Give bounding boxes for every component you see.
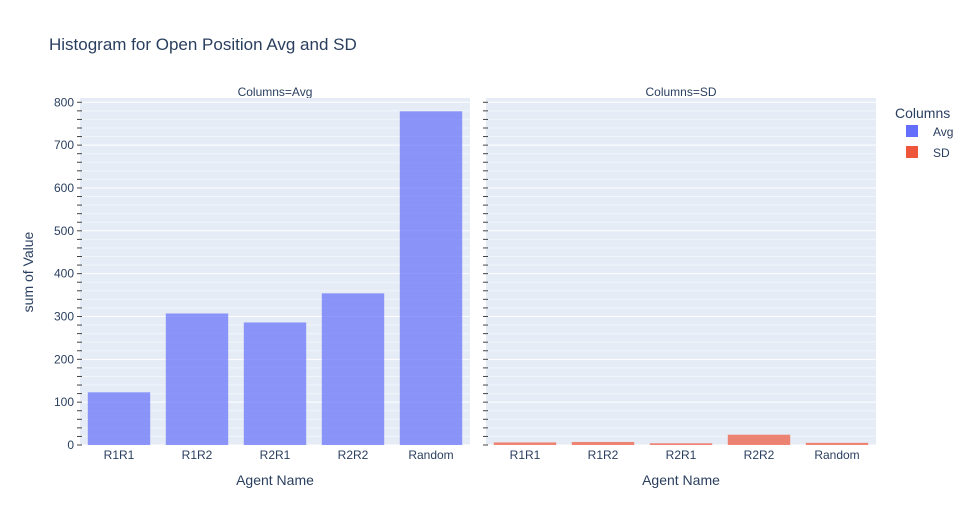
legend-item-avg[interactable]: Avg bbox=[906, 125, 953, 139]
y-tick-label: 700 bbox=[54, 138, 74, 152]
bar-sd-random[interactable] bbox=[805, 442, 869, 445]
y-tick-label: 100 bbox=[54, 395, 74, 409]
x-tick-label: R2R2 bbox=[338, 448, 369, 462]
bar-sd-r2r2[interactable] bbox=[727, 434, 791, 445]
facet-label-avg: Columns=Avg bbox=[238, 85, 313, 99]
x-axis-label-right: Agent Name bbox=[642, 472, 720, 488]
bar-avg-r1r1[interactable] bbox=[87, 392, 151, 445]
x-tick-label: R2R2 bbox=[744, 448, 775, 462]
legend-item-sd[interactable]: SD bbox=[906, 146, 950, 160]
x-tick-label: R2R1 bbox=[260, 448, 291, 462]
legend-label-sd: SD bbox=[933, 146, 950, 160]
chart-title: Histogram for Open Position Avg and SD bbox=[49, 35, 357, 54]
x-tick-label: R1R2 bbox=[588, 448, 619, 462]
bar-avg-r1r2[interactable] bbox=[165, 313, 229, 445]
bar-sd-r1r2[interactable] bbox=[571, 442, 635, 445]
legend-swatch-sd bbox=[906, 146, 918, 158]
y-tick-label: 600 bbox=[54, 181, 74, 195]
bar-avg-r2r1[interactable] bbox=[243, 322, 307, 445]
y-tick-label: 300 bbox=[54, 309, 74, 323]
plot-panel-avg: 0 100 200 300 400 500 600 700 800 R1R1 R1R2 R2R1 R2R… bbox=[54, 95, 470, 462]
y-tick-label: 400 bbox=[54, 267, 74, 281]
plot-panel-sd: R1R1 R1R2 R2R1 R2R2 Random bbox=[483, 98, 876, 462]
bar-sd-r1r1[interactable] bbox=[493, 442, 557, 445]
y-axis-label: sum of Value bbox=[20, 231, 36, 312]
y-tick-label: 800 bbox=[54, 95, 74, 109]
legend-swatch-avg bbox=[906, 125, 918, 137]
x-axis-label-left: Agent Name bbox=[236, 472, 314, 488]
x-tick-label: R1R1 bbox=[510, 448, 541, 462]
plot-background bbox=[486, 98, 876, 445]
x-tick-label: R1R1 bbox=[104, 448, 135, 462]
legend-label-avg: Avg bbox=[933, 125, 953, 139]
x-tick-label: Random bbox=[408, 448, 453, 462]
legend-title: Columns bbox=[895, 105, 950, 121]
y-tick-label: 500 bbox=[54, 224, 74, 238]
bar-sd-r2r1[interactable] bbox=[649, 443, 713, 445]
facet-label-sd: Columns=SD bbox=[645, 85, 716, 99]
x-tick-label: Random bbox=[814, 448, 859, 462]
legend[interactable]: Columns Avg SD bbox=[895, 105, 953, 160]
plots-group: 0 100 200 300 400 500 600 700 800 R1R1 R1R2 R2R1 R2R… bbox=[54, 95, 876, 462]
bar-avg-random[interactable] bbox=[399, 111, 463, 446]
x-tick-label: R1R2 bbox=[182, 448, 213, 462]
x-tick-label: R2R1 bbox=[666, 448, 697, 462]
bar-avg-r2r2[interactable] bbox=[321, 293, 385, 445]
y-tick-label: 200 bbox=[54, 352, 74, 366]
y-tick-label: 0 bbox=[67, 438, 74, 452]
